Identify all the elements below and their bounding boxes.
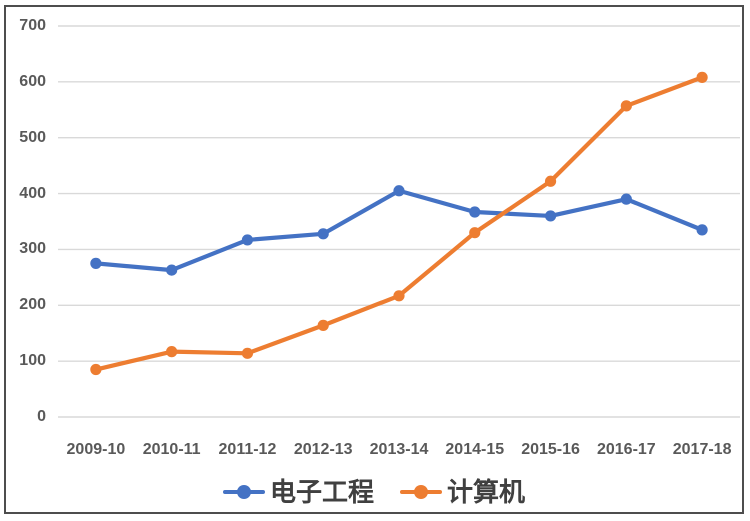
- legend-item: 计算机: [400, 477, 525, 507]
- legend: 电子工程 计算机: [6, 476, 742, 508]
- y-tick-label: 300: [19, 240, 46, 258]
- x-tick-label: 2017-18: [672, 441, 732, 458]
- legend-label: 计算机: [447, 477, 526, 507]
- x-tick-label: 2009-10: [66, 441, 126, 458]
- data-point: [90, 257, 102, 269]
- x-tick-label: 2015-16: [521, 441, 580, 458]
- data-point: [620, 193, 632, 205]
- y-tick-label: 0: [37, 408, 46, 425]
- data-point: [317, 228, 329, 240]
- data-point: [469, 206, 481, 218]
- y-tick-label: 200: [19, 296, 46, 314]
- data-point: [241, 347, 254, 359]
- line-chart-plot-area: [58, 25, 740, 418]
- data-point: [620, 100, 632, 112]
- legend-item: 电子工程: [222, 477, 374, 507]
- x-tick-label: 2011-12: [218, 441, 277, 458]
- data-point: [317, 319, 329, 331]
- data-point: [241, 234, 254, 246]
- y-tick-label: 100: [19, 352, 46, 370]
- chart-frame: 0 100 200 300 400 500 600 700 2009-10 2010-11 201…: [4, 5, 744, 514]
- legend-line-marker-icon: [400, 485, 442, 499]
- data-point: [696, 224, 708, 236]
- x-tick-label: 2012-13: [293, 441, 353, 458]
- legend-line-marker-icon: [222, 485, 265, 499]
- data-point: [166, 264, 178, 276]
- data-point: [393, 185, 405, 197]
- legend-label: 电子工程: [269, 477, 374, 507]
- y-tick-label: 500: [19, 128, 46, 146]
- data-point: [696, 71, 708, 83]
- x-tick-label: 2016-17: [596, 441, 656, 458]
- x-tick-label: 2013-14: [369, 441, 429, 458]
- data-point: [469, 227, 481, 239]
- data-point: [544, 210, 557, 222]
- y-tick-label: 700: [19, 17, 46, 34]
- data-point: [166, 346, 178, 358]
- data-point: [90, 363, 102, 376]
- data-point: [393, 290, 405, 302]
- series-line-1: [93, 75, 705, 372]
- series-line-0: [93, 188, 705, 273]
- y-tick-label: 400: [19, 184, 46, 202]
- x-tick-label: 2010-11: [142, 441, 201, 458]
- data-point: [544, 175, 557, 187]
- x-tick-label: 2014-15: [445, 441, 505, 458]
- y-tick-label: 600: [19, 72, 46, 90]
